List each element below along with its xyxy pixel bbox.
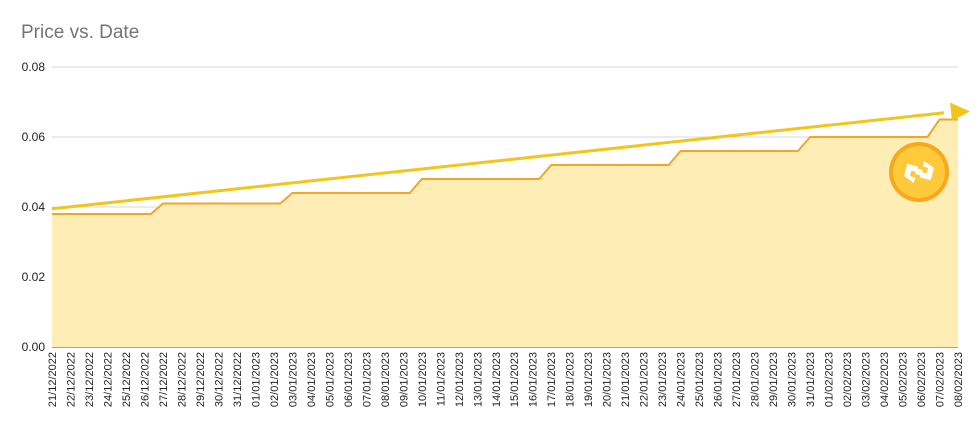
x-tick-label: 09/01/2023 (398, 352, 410, 407)
x-tick-label: 25/01/2023 (694, 352, 706, 407)
line-layer (52, 118, 958, 215)
x-tick-label: 12/01/2023 (454, 352, 466, 407)
x-tick-label: 22/01/2023 (639, 352, 651, 407)
logo-glyph-part (915, 168, 923, 176)
trend-line (51, 111, 945, 211)
logo-glyph (904, 160, 934, 184)
price-area (52, 119, 958, 347)
x-tick-label: 23/12/2022 (84, 352, 96, 407)
x-tick-label: 16/01/2023 (528, 352, 540, 407)
x-tick-label: 02/02/2023 (842, 352, 854, 407)
x-tick-label: 29/12/2022 (195, 352, 207, 407)
x-tick-label: 25/12/2022 (121, 352, 133, 407)
x-tick-label: 21/12/2022 (47, 352, 59, 407)
x-tick-label: 10/01/2023 (417, 352, 429, 407)
x-tick-label: 18/01/2023 (565, 352, 577, 407)
y-tick-label: 0.04 (22, 200, 46, 214)
x-tick-label: 24/01/2023 (676, 352, 688, 407)
y-tick-label: 0.02 (22, 270, 46, 284)
x-tick-label: 06/02/2023 (916, 352, 928, 407)
x-tick-label: 31/01/2023 (805, 352, 817, 407)
trend-arrowhead (950, 102, 970, 121)
x-tick-label: 04/02/2023 (879, 352, 891, 407)
x-tick-label: 13/01/2023 (472, 352, 484, 407)
x-tick-label: 05/01/2023 (324, 352, 336, 407)
x-tick-label: 31/12/2022 (232, 352, 244, 407)
x-tick-label: 29/01/2023 (768, 352, 780, 407)
logo-glyph-part (919, 160, 934, 181)
x-tick-label: 19/01/2023 (583, 352, 595, 407)
y-tick-label: 0.06 (22, 130, 46, 144)
x-tick-label: 28/12/2022 (176, 352, 188, 407)
x-tick-label: 17/01/2023 (546, 352, 558, 407)
x-tick-label: 20/01/2023 (602, 352, 614, 407)
x-tick-label: 04/01/2023 (306, 352, 318, 407)
trend-arrow (51, 102, 970, 211)
x-tick-label: 07/02/2023 (935, 352, 947, 407)
coin-logo-icon (889, 142, 949, 202)
x-tick-label: 30/12/2022 (213, 352, 225, 407)
x-tick-label: 24/12/2022 (102, 352, 114, 407)
x-tick-label: 27/01/2023 (731, 352, 743, 407)
x-tick-label: 02/01/2023 (269, 352, 281, 407)
price-line (52, 118, 958, 215)
x-tick-label: 30/01/2023 (787, 352, 799, 407)
chart-title: Price vs. Date (21, 22, 140, 43)
y-axis-ticks: 0.00 0.02 0.04 0.06 0.08 (22, 60, 46, 354)
x-tick-label: 01/02/2023 (824, 352, 836, 407)
y-tick-label: 0.08 (22, 60, 46, 74)
x-tick-label: 08/02/2023 (953, 352, 965, 407)
x-tick-label: 06/01/2023 (343, 352, 355, 407)
x-tick-label: 22/12/2022 (65, 352, 77, 407)
x-tick-label: 23/01/2023 (657, 352, 669, 407)
x-axis-ticks: 21/12/2022 22/12/2022 23/12/2022 24/12/2022… (47, 352, 965, 407)
x-tick-label: 03/02/2023 (861, 352, 873, 407)
x-tick-label: 28/01/2023 (750, 352, 762, 407)
area-layer (52, 119, 958, 347)
x-tick-label: 26/12/2022 (139, 352, 151, 407)
x-tick-label: 01/01/2023 (250, 352, 262, 407)
x-tick-label: 15/01/2023 (509, 352, 521, 407)
x-tick-label: 21/01/2023 (620, 352, 632, 407)
x-tick-label: 11/01/2023 (435, 352, 447, 406)
logo-glyph-part (904, 163, 919, 184)
x-tick-label: 27/12/2022 (158, 352, 170, 407)
x-tick-label: 05/02/2023 (898, 352, 910, 407)
x-tick-label: 07/01/2023 (361, 352, 373, 407)
y-tick-label: 0.00 (22, 340, 46, 354)
x-tick-label: 14/01/2023 (491, 352, 503, 407)
x-tick-label: 26/01/2023 (713, 352, 725, 407)
x-tick-label: 08/01/2023 (380, 352, 392, 407)
x-tick-label: 03/01/2023 (287, 352, 299, 407)
